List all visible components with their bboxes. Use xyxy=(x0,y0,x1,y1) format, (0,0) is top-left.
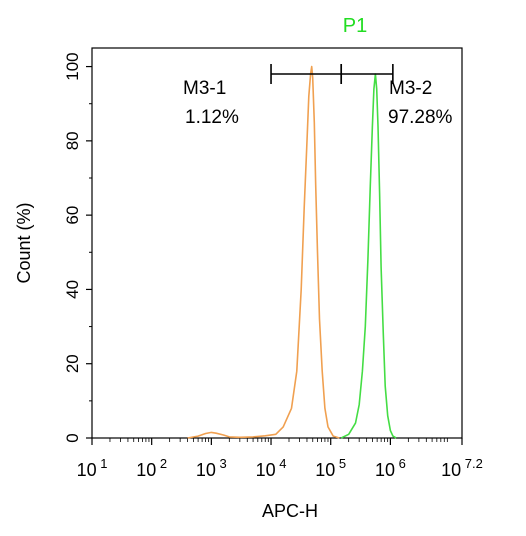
y-tick-label: 20 xyxy=(63,354,82,373)
y-tick-label: 40 xyxy=(63,280,82,299)
y-tick-label: 100 xyxy=(63,52,82,80)
x-tick-exponent: 4 xyxy=(276,456,287,471)
gate-label-name: M3-2 xyxy=(389,78,432,99)
x-tick-label: 10 5 xyxy=(315,456,346,480)
x-axis-label: APC-H xyxy=(262,501,318,521)
x-tick-label: 10 1 xyxy=(77,456,108,480)
x-tick-base: 10 xyxy=(136,460,156,480)
x-tick-exponent: 1 xyxy=(97,456,108,471)
x-tick-exponent: 2 xyxy=(156,456,167,471)
x-tick-label: 10 7.2 xyxy=(441,456,483,480)
x-tick-label: 10 6 xyxy=(375,456,406,480)
gate-label-percent: 1.12% xyxy=(185,107,239,128)
x-tick-base: 10 xyxy=(375,460,395,480)
x-tick-exponent: 6 xyxy=(395,456,406,471)
x-tick-exponent: 7.2 xyxy=(461,456,483,471)
x-tick-base: 10 xyxy=(196,460,216,480)
gate-label-name: M3-1 xyxy=(183,78,226,99)
y-tick-label: 60 xyxy=(63,206,82,225)
x-tick-base: 10 xyxy=(77,460,97,480)
x-tick-exponent: 3 xyxy=(216,456,227,471)
histogram-series-2 xyxy=(340,73,397,439)
x-tick-base: 10 xyxy=(441,460,461,480)
y-axis-label: Count (%) xyxy=(14,202,34,283)
x-tick-exponent: 5 xyxy=(335,456,346,471)
gate-label-percent: 97.28% xyxy=(388,107,453,128)
x-tick-base: 10 xyxy=(315,460,335,480)
x-tick-label: 10 3 xyxy=(196,456,227,480)
y-tick-label: 0 xyxy=(63,433,82,442)
plot-frame xyxy=(91,47,463,439)
x-tick-base: 10 xyxy=(256,460,276,480)
x-tick-label: 10 2 xyxy=(136,456,167,480)
x-tick-label: 10 4 xyxy=(256,456,287,480)
y-tick-label: 80 xyxy=(63,131,82,150)
chart-title: P1 xyxy=(343,15,367,37)
histogram-series-1 xyxy=(187,65,340,439)
